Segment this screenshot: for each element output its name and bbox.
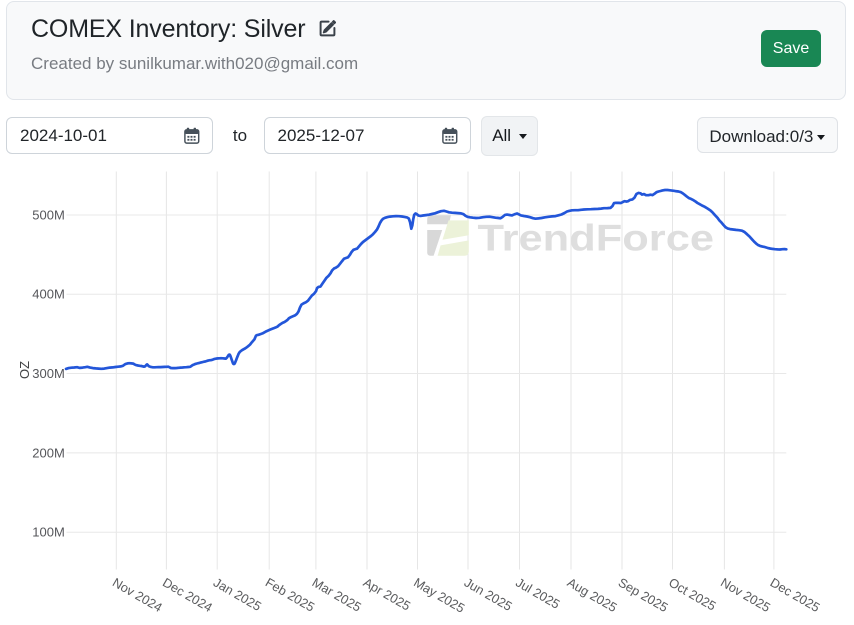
svg-text:300M: 300M [32, 366, 65, 381]
svg-text:Aug 2025: Aug 2025 [565, 575, 620, 615]
svg-text:Jan 2025: Jan 2025 [211, 575, 264, 614]
svg-text:Mar 2025: Mar 2025 [310, 575, 364, 615]
svg-text:Jun 2025: Jun 2025 [462, 575, 515, 614]
svg-text:Feb 2025: Feb 2025 [263, 575, 317, 615]
svg-text:Sep 2025: Sep 2025 [616, 575, 671, 615]
svg-text:400M: 400M [32, 287, 65, 302]
svg-text:TrendForce: TrendForce [478, 218, 715, 259]
svg-text:200M: 200M [32, 445, 65, 460]
svg-text:Nov 2024: Nov 2024 [110, 575, 165, 615]
svg-text:Dec 2024: Dec 2024 [160, 575, 215, 615]
svg-text:Nov 2025: Nov 2025 [718, 575, 773, 615]
svg-text:500M: 500M [32, 207, 65, 222]
svg-text:Oct 2025: Oct 2025 [666, 575, 718, 614]
svg-text:100M: 100M [32, 525, 65, 540]
svg-text:Dec 2025: Dec 2025 [768, 575, 823, 615]
svg-text:Apr 2025: Apr 2025 [361, 575, 413, 614]
svg-text:OZ: OZ [17, 361, 32, 379]
svg-text:Jul 2025: Jul 2025 [513, 575, 562, 612]
svg-text:May 2025: May 2025 [411, 575, 467, 616]
